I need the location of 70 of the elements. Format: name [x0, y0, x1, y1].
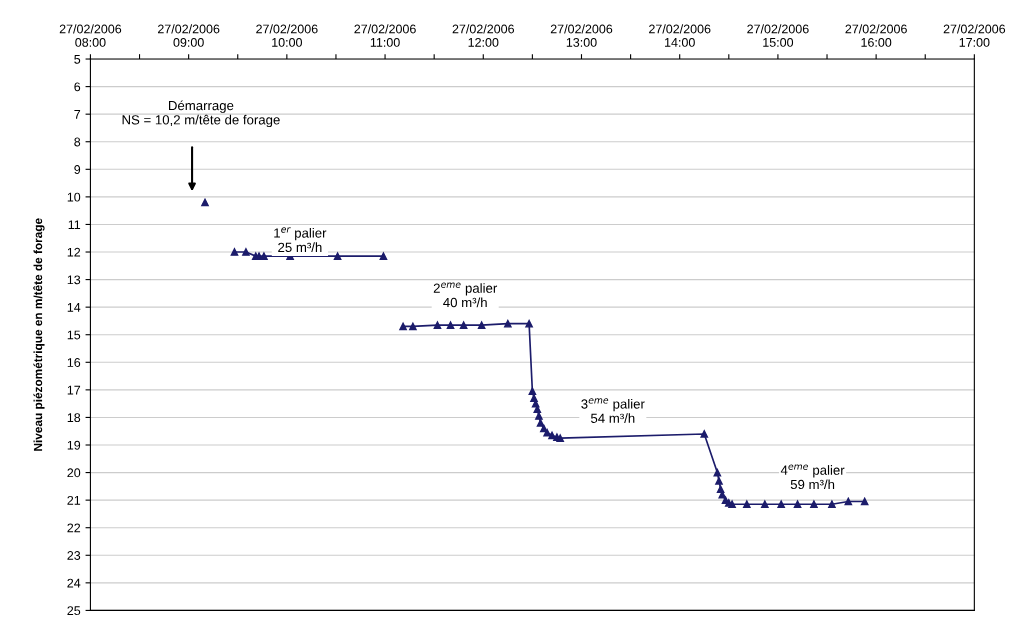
y-tick-label: 25: [67, 606, 81, 616]
x-tick-label: 27/02/2006 11:00: [354, 24, 416, 47]
annotation: 1$^{er}$ palier 25 m³/h: [274, 227, 327, 253]
y-tick-label: 16: [67, 358, 81, 367]
point: [459, 321, 468, 329]
point: [713, 468, 722, 477]
y-tick-label: 9: [74, 165, 81, 174]
y-tick-label: 7: [74, 110, 81, 119]
point: [828, 500, 836, 509]
x-tick-label: 27/02/2006 08:00: [59, 24, 122, 47]
y-tick-label: 21: [67, 495, 81, 505]
point: [409, 322, 417, 331]
point: [379, 252, 388, 260]
y-tick-label: 11: [68, 220, 81, 229]
point: [860, 497, 869, 506]
point: [477, 321, 486, 329]
y-tick-label: 12: [67, 247, 81, 257]
y-tick-label: 24: [67, 578, 81, 588]
point: [525, 319, 533, 328]
point: [535, 412, 543, 420]
point: [777, 500, 786, 509]
point: [728, 500, 736, 509]
point: [201, 198, 209, 207]
y-tick-label: 18: [67, 413, 81, 423]
annotation: 4$^{eme}$ palier 59 m³/h: [780, 464, 845, 490]
x-tick-label: 27/02/2006 13:00: [550, 24, 613, 47]
y-tick-label: 19: [67, 440, 81, 450]
y-tick-label: 8: [74, 137, 81, 147]
y-tick-label: 6: [74, 82, 81, 92]
x-tick-label: 27/02/2006 17:00: [943, 24, 1006, 47]
annotation: 2$^{eme}$ palier 40 m³/h: [433, 282, 498, 308]
point: [446, 321, 455, 329]
point: [844, 497, 853, 506]
y-tick-label: 22: [67, 523, 81, 533]
point: [433, 321, 442, 329]
y-tick-label: 23: [67, 551, 81, 560]
x-tick-label: 27/02/2006 12:00: [452, 24, 515, 47]
annotation: 3$^{eme}$ palier 54 m³/h: [581, 398, 645, 423]
y-tick-label: 14: [67, 303, 81, 312]
point: [333, 252, 342, 260]
point: [761, 500, 769, 509]
y-tick-label: 13: [67, 275, 81, 285]
point: [700, 430, 709, 438]
y-tick-label: 15: [67, 330, 81, 340]
x-tick-label: 27/02/2006 16:00: [845, 24, 907, 47]
x-tick-label: 27/02/2006 09:00: [157, 24, 220, 47]
point: [504, 319, 512, 328]
point: [715, 477, 723, 485]
annotation: Démarrage NS = 10,2 m/tête de forage: [122, 100, 280, 128]
y-axis-title: Niveau piézométrique en m/tête de forage: [33, 218, 45, 451]
point: [399, 322, 407, 331]
x-tick-label: 27/02/2006 14:00: [649, 24, 711, 47]
point: [536, 419, 545, 427]
point: [810, 500, 818, 509]
x-tick-label: 27/02/2006 10:00: [256, 24, 318, 47]
point: [543, 428, 551, 437]
point: [540, 424, 548, 433]
point: [260, 252, 268, 260]
point: [556, 434, 565, 442]
point: [793, 500, 802, 509]
point: [242, 248, 250, 256]
y-tick-label: 17: [67, 385, 81, 395]
point: [528, 387, 537, 396]
y-tick-label: 20: [67, 468, 81, 478]
x-tick-label: 27/02/2006 15:00: [747, 24, 809, 47]
point: [742, 500, 751, 509]
point: [530, 394, 538, 402]
y-tick-label: 5: [74, 54, 81, 64]
point: [230, 248, 239, 256]
y-tick-label: 10: [67, 192, 81, 202]
